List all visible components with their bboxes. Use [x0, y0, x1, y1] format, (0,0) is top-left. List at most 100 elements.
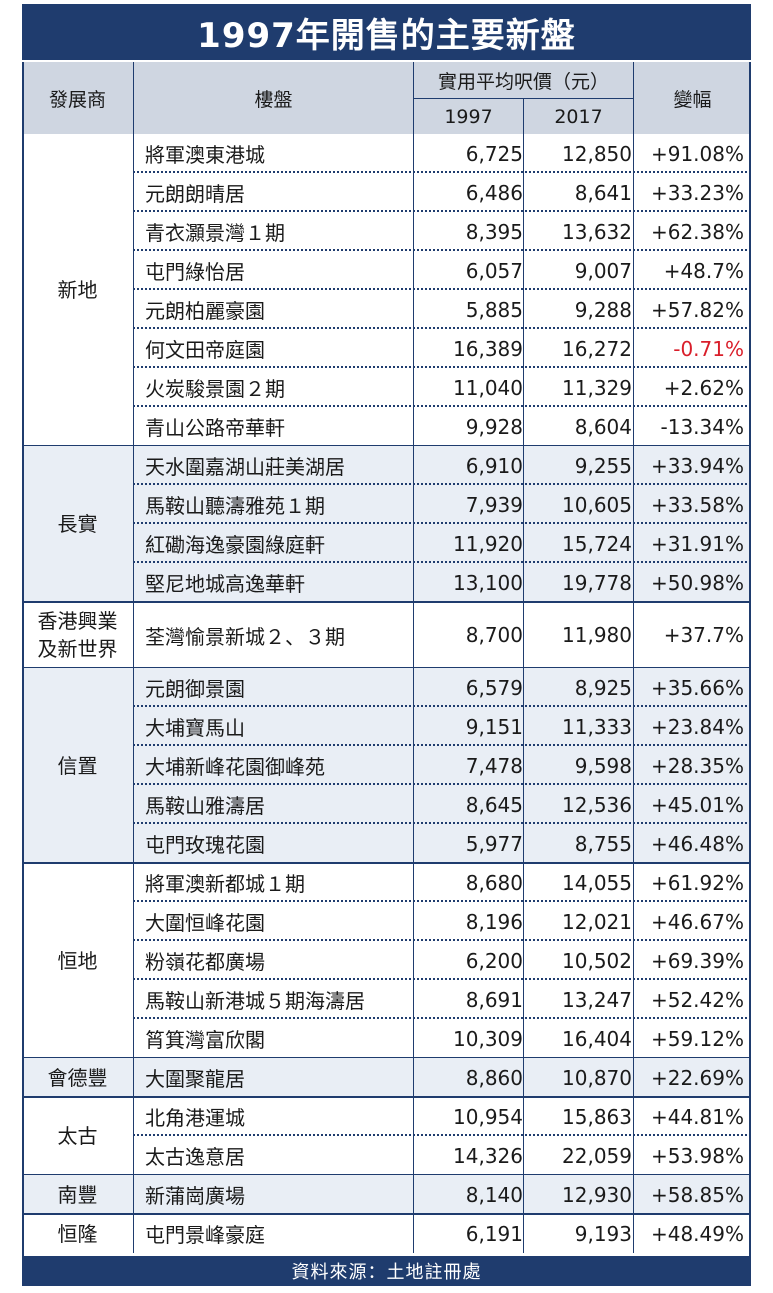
table-row: 元朗朗晴居 6,486 8,641 +33.23%	[22, 173, 751, 212]
estate-name: 馬鞍山雅濤居	[145, 794, 265, 818]
developer-name: 新地	[57, 278, 98, 302]
column-divider	[523, 602, 524, 668]
price-1997: 8,691	[465, 987, 523, 1012]
table-row: 大圍聚龍居 8,860 10,870 +22.69%	[22, 1058, 751, 1097]
table-row: 粉嶺花都廣場 6,200 10,502 +69.39%	[22, 941, 751, 980]
price-change: +46.48%	[650, 831, 744, 856]
developer-name: 信置	[57, 753, 98, 778]
price-2017: 16,404	[562, 1026, 632, 1051]
price-2017: 9,598	[574, 753, 632, 778]
price-change: +52.42%	[650, 987, 744, 1012]
column-divider	[633, 1058, 634, 1097]
table-row: 屯門玫瑰花園 5,977 8,755 +46.48%	[22, 824, 751, 863]
column-divider	[133, 863, 134, 1058]
header-year-1997: 1997	[444, 105, 493, 128]
column-divider	[133, 1214, 134, 1253]
source-footer: 資料來源：土地註冊處	[22, 1256, 751, 1286]
price-2017: 13,632	[562, 219, 632, 244]
developer-group: 會德豐 大圍聚龍居 8,860 10,870 +22.69%	[22, 1058, 751, 1097]
row-divider	[133, 939, 751, 941]
price-2017: 9,007	[574, 258, 632, 283]
table-row: 火炭駿景園２期 11,040 11,329 +2.62%	[22, 368, 751, 407]
estate-name: 屯門景峰豪庭	[145, 1223, 265, 1247]
table-row: 天水圍嘉湖山莊美湖居 6,910 9,255 +33.94%	[22, 446, 751, 485]
price-1997: 6,486	[465, 180, 523, 205]
price-2017: 12,021	[562, 909, 632, 934]
row-divider	[133, 327, 751, 329]
price-2017: 15,724	[562, 531, 632, 556]
price-2017: 11,980	[562, 623, 632, 647]
price-change: +2.62%	[663, 375, 744, 400]
price-1997: 7,939	[465, 492, 523, 517]
table-row: 北角港運城 10,954 15,863 +44.81%	[22, 1097, 751, 1136]
price-1997: 8,680	[465, 870, 523, 895]
table-row: 大埔新峰花園御峰苑 7,478 9,598 +28.35%	[22, 746, 751, 785]
row-divider	[133, 900, 751, 902]
header-developer: 發展商	[48, 88, 106, 111]
column-divider	[523, 446, 524, 602]
column-divider	[523, 668, 524, 863]
price-2017: 10,870	[562, 1065, 632, 1090]
column-divider	[413, 1214, 414, 1253]
row-divider	[133, 522, 751, 524]
table-frame: 1997年開售的主要新盤 發展商 樓盤 實用平均呎價（元） 1997 2017 …	[22, 4, 751, 1286]
table-row: 馬鞍山雅濤居 8,645 12,536 +45.01%	[22, 785, 751, 824]
price-change: +22.69%	[650, 1065, 744, 1090]
developer-name: 恒隆	[57, 1221, 98, 1246]
price-1997: 6,910	[465, 453, 523, 478]
header-change: 變幅	[673, 88, 712, 111]
row-divider	[133, 288, 751, 290]
developer-group: 信置 元朗御景園 6,579 8,925 +35.66% 大埔寶馬山 9,151 11,333…	[22, 668, 751, 863]
estate-name: 大圍聚龍居	[145, 1067, 245, 1091]
price-change: +46.67%	[650, 909, 744, 934]
column-divider	[413, 1175, 414, 1214]
column-divider	[523, 863, 524, 1058]
price-2017: 14,055	[562, 870, 632, 895]
developer-name: 長實	[57, 512, 98, 536]
price-change: +33.58%	[650, 492, 744, 517]
price-2017: 8,925	[574, 675, 632, 700]
table-header: 發展商 樓盤 實用平均呎價（元） 1997 2017 變幅	[22, 62, 751, 134]
price-1997: 7,478	[465, 753, 523, 778]
row-divider	[133, 1134, 751, 1136]
price-change: +91.08%	[650, 141, 744, 166]
price-change: +28.35%	[650, 753, 744, 778]
estate-name: 青山公路帝華軒	[145, 416, 285, 440]
column-divider	[133, 602, 134, 668]
developer-group: 恒隆 屯門景峰豪庭 6,191 9,193 +48.49%	[22, 1214, 751, 1253]
column-divider	[133, 446, 134, 602]
row-divider	[133, 366, 751, 368]
price-1997: 8,140	[465, 1182, 523, 1207]
column-divider	[133, 668, 134, 863]
estate-name: 元朗朗晴居	[145, 182, 245, 206]
group-separator	[22, 1213, 751, 1215]
price-2017: 12,930	[562, 1182, 632, 1207]
developer-group: 南豐 新蒲崗廣場 8,140 12,930 +58.85%	[22, 1175, 751, 1214]
estate-name: 馬鞍山新港城５期海濤居	[145, 989, 365, 1013]
estate-name: 元朗柏麗豪園	[145, 299, 265, 323]
estate-name: 大圍恒峰花園	[145, 911, 265, 935]
price-1997: 8,196	[465, 909, 523, 934]
table-row: 大埔寶馬山 9,151 11,333 +23.84%	[22, 707, 751, 746]
estate-name: 將軍澳新都城１期	[145, 872, 305, 896]
column-divider	[523, 1214, 524, 1253]
estate-name: 新蒲崗廣場	[145, 1184, 245, 1208]
column-divider	[413, 1097, 414, 1175]
column-divider	[413, 863, 414, 1058]
column-divider	[133, 134, 134, 446]
column-divider	[413, 134, 414, 446]
price-1997: 11,920	[453, 531, 523, 556]
price-change: +48.49%	[650, 1221, 744, 1246]
table-row: 元朗柏麗豪園 5,885 9,288 +57.82%	[22, 290, 751, 329]
column-divider	[633, 602, 634, 668]
price-change: +61.92%	[650, 870, 744, 895]
price-change: -0.71%	[673, 336, 744, 361]
developer-group: 香港興業 及新世界 荃灣愉景新城２、３期 8,700 11,980 +37.7%	[22, 602, 751, 668]
row-divider	[133, 249, 751, 251]
table-border-right	[749, 62, 751, 1256]
estate-name: 火炭駿景園２期	[145, 377, 285, 401]
price-change: +69.39%	[650, 948, 744, 973]
developer-group: 恒地 將軍澳新都城１期 8,680 14,055 +61.92% 大圍恒峰花園 8,196 1…	[22, 863, 751, 1058]
price-2017: 8,755	[574, 831, 632, 856]
table-row: 大圍恒峰花園 8,196 12,021 +46.67%	[22, 902, 751, 941]
